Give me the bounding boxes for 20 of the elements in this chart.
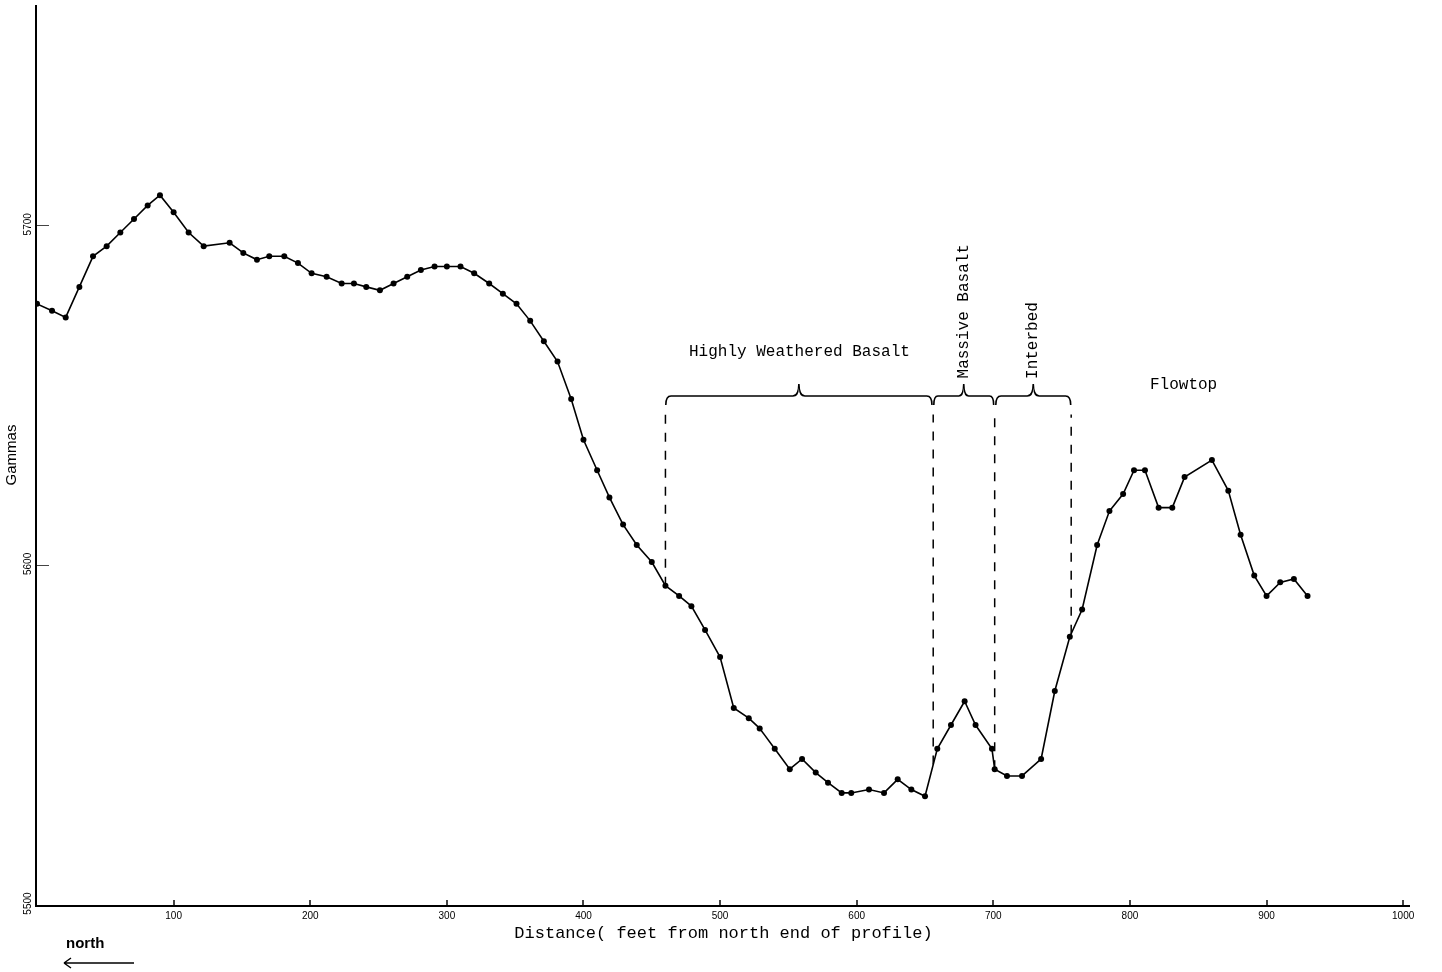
x-tick-label: 900	[1258, 910, 1276, 921]
x-tick-label: 600	[848, 910, 866, 921]
annotation: Flowtop	[1150, 376, 1218, 394]
x-tick-label: 100	[165, 910, 183, 921]
x-tick-label: 500	[711, 910, 729, 921]
annotation: Interbed	[1023, 302, 1042, 379]
annotation: Massive Basalt	[955, 244, 974, 379]
annotation: Highly Weathered Basalt	[689, 343, 910, 361]
y-tick-label: 5500	[22, 891, 33, 915]
x-tick-label: 300	[438, 910, 456, 921]
x-tick-label: 200	[301, 910, 320, 921]
x-tick-label: 400	[575, 910, 593, 921]
y-axis-title: Gammas	[1, 424, 19, 486]
x-axis-title: Distance( feet from north end of profile)	[514, 923, 933, 943]
x-tick-label: 1000	[1392, 910, 1415, 921]
x-tick-label: 800	[1121, 910, 1139, 921]
x-tick-label: 700	[984, 910, 1003, 921]
y-tick-label: 5700	[22, 212, 33, 236]
text: north	[66, 934, 105, 951]
y-tick-label: 5600	[22, 552, 33, 576]
